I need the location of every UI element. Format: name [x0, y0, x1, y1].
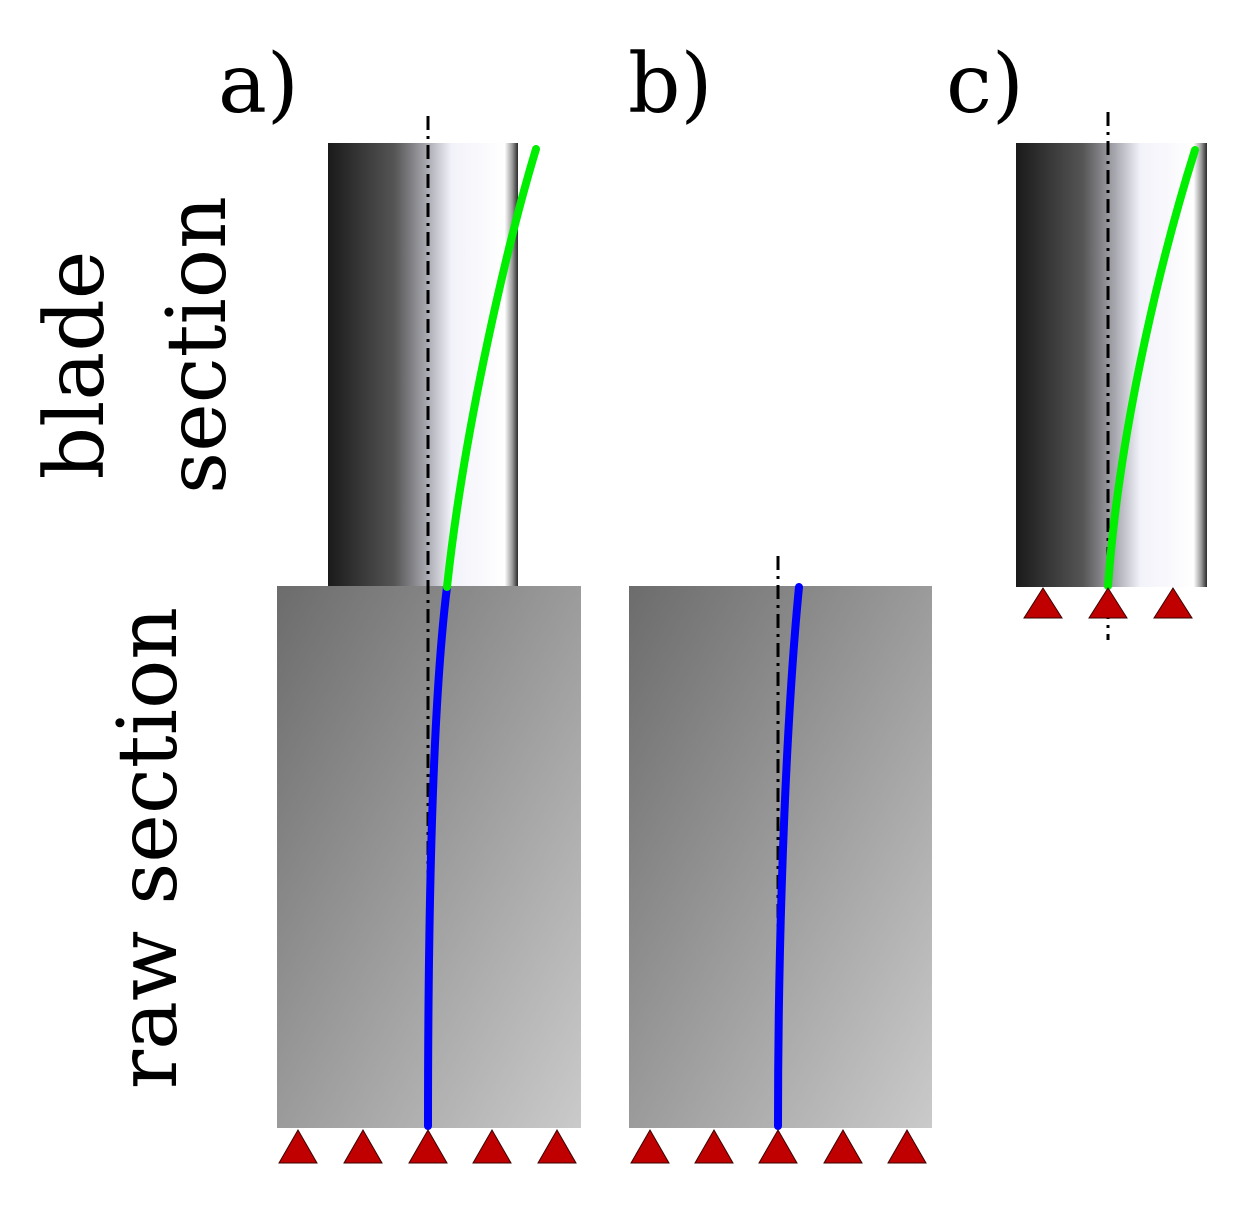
panel-c-supports	[1023, 587, 1193, 619]
panel-b-supports	[630, 1128, 927, 1164]
panel-a-label: a)	[218, 37, 299, 132]
panel-b	[629, 556, 932, 1164]
panel-a-blade-deflection-curve	[443, 145, 540, 591]
panel-c-label: c)	[946, 37, 1024, 132]
support-triangle	[758, 1128, 798, 1164]
support-triangle	[343, 1128, 383, 1164]
support-triangle	[408, 1128, 448, 1164]
blade-section-label-line1: blade	[28, 251, 123, 480]
blade-section-label-line2: section	[150, 196, 245, 494]
support-triangle	[887, 1128, 927, 1164]
panel-b-label: b)	[628, 37, 712, 132]
support-triangle	[1023, 587, 1063, 619]
support-triangle	[278, 1128, 318, 1164]
panel-c-blade-deflection-curve	[1104, 146, 1199, 590]
support-triangle	[823, 1128, 863, 1164]
support-triangle	[1088, 587, 1128, 619]
panel-a	[277, 116, 581, 1164]
support-triangle	[694, 1128, 734, 1164]
panel-a-raw-deflection-curve	[424, 583, 451, 1130]
panel-b-raw-deflection-curve	[774, 583, 803, 1130]
raw-section-label: raw section	[101, 607, 196, 1089]
panel-a-blade-section	[328, 143, 518, 587]
support-triangle	[537, 1128, 577, 1164]
support-triangle	[472, 1128, 512, 1164]
panel-a-supports	[278, 1128, 577, 1164]
support-triangle	[1153, 587, 1193, 619]
support-triangle	[630, 1128, 670, 1164]
panel-c	[1016, 112, 1207, 640]
